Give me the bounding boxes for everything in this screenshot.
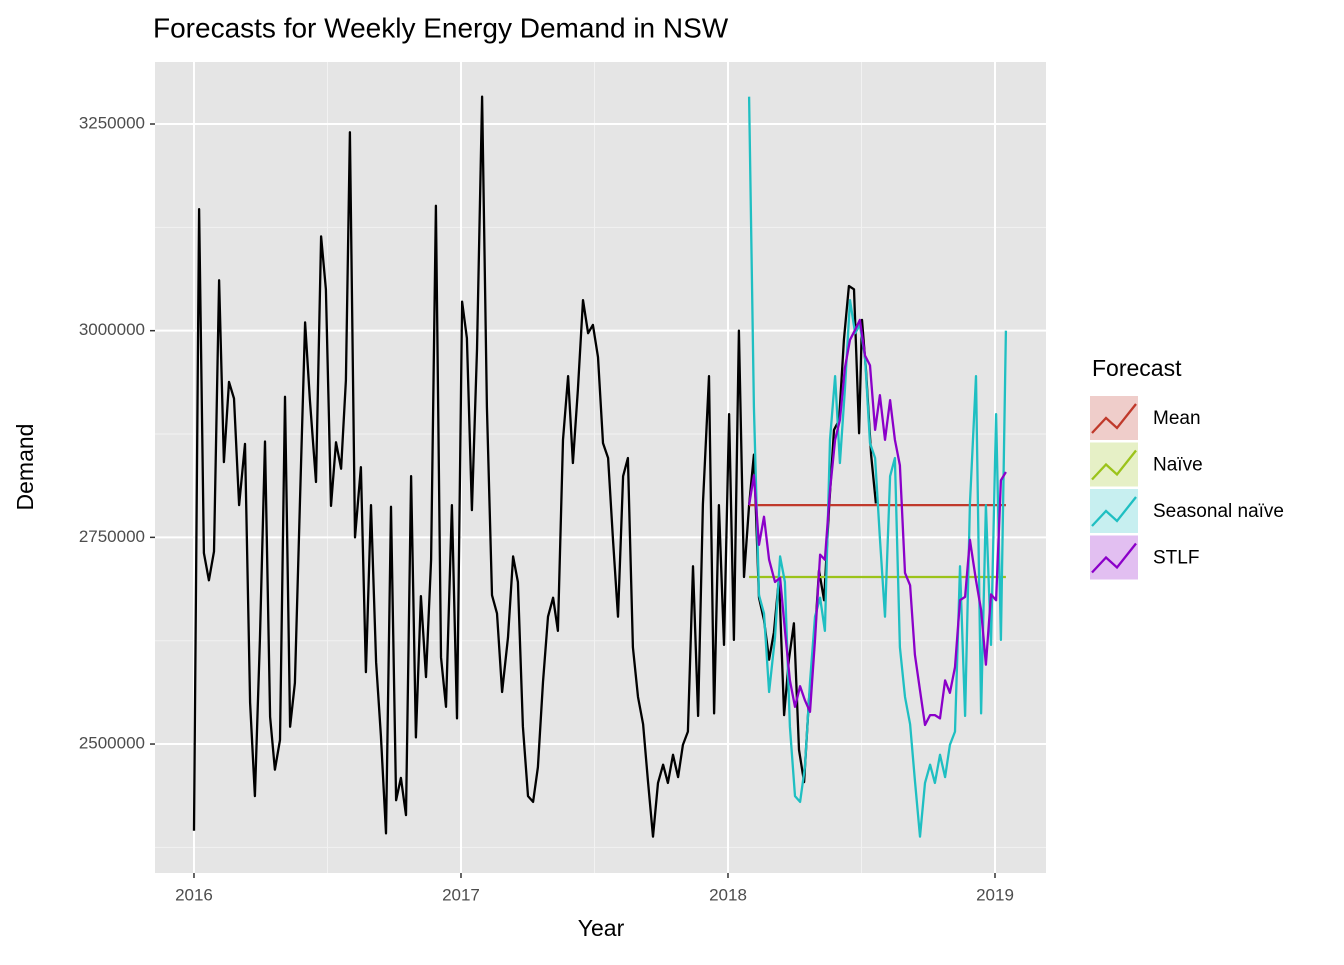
legend-swatch (1091, 449, 1137, 481)
legend-key (1090, 396, 1138, 440)
legend-label: STLF (1153, 548, 1199, 569)
x-tick-label: 2017 (442, 885, 480, 904)
series-line (747, 96, 1008, 838)
series-line (747, 318, 1007, 727)
legend-key (1090, 442, 1138, 487)
y-axis-label: Demand (12, 424, 38, 511)
legend-swatch (1091, 496, 1137, 527)
legend-swatch (1091, 403, 1137, 434)
legend-swatch (1091, 542, 1137, 574)
legend-title: Forecast (1092, 355, 1182, 381)
plot-panel (155, 62, 1046, 873)
y-tick-label: 3250000 (79, 113, 145, 132)
x-axis-label: Year (578, 915, 625, 941)
legend-label: Mean (1153, 408, 1201, 429)
legend-label: Naïve (1153, 455, 1203, 476)
x-tick-label: 2016 (175, 885, 213, 904)
legend: Mean Naïve Seasonal naïve STLF (1090, 396, 1284, 580)
chart-title: Forecasts for Weekly Energy Demand in NS… (153, 12, 729, 43)
legend-key (1090, 489, 1138, 533)
y-tick-label: 2750000 (79, 527, 145, 546)
lines (192, 95, 1008, 838)
legend-key (1090, 535, 1138, 580)
y-tick-label: 3000000 (79, 320, 145, 339)
y-tick-label: 2500000 (79, 734, 145, 753)
legend-label: Seasonal naïve (1153, 501, 1284, 522)
x-tick-label: 2019 (976, 885, 1014, 904)
x-tick-label: 2018 (709, 885, 747, 904)
